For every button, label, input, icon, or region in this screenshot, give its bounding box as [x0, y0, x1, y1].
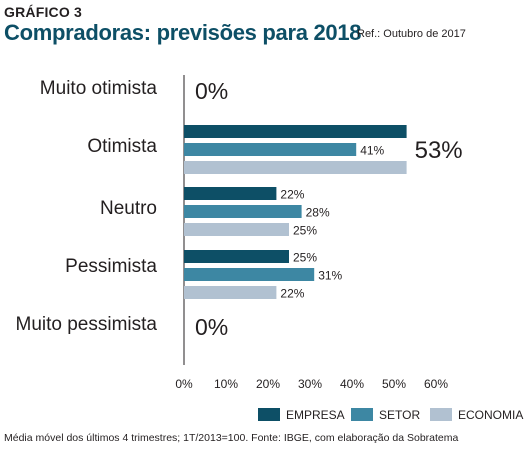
category-total-label-muito-otimista: 0%	[195, 78, 228, 104]
x-tick-label-30: 30%	[298, 377, 322, 391]
legend-swatch-economia	[430, 408, 452, 421]
category-label-neutro: Neutro	[100, 198, 157, 219]
legend-swatch-setor	[351, 408, 373, 421]
legend-swatch-empresa	[258, 408, 280, 421]
x-tick-label-0: 0%	[175, 377, 193, 391]
bar-setor-otimista	[184, 143, 357, 156]
category-total-label-muito-pessimista: 0%	[195, 314, 228, 340]
chart-title: Compradoras: previsões para 2018	[4, 20, 362, 45]
chart-area: Muito otimista Otimista Neutro Pessimista Mu…	[16, 75, 523, 422]
bar-empresa-otimista	[184, 125, 407, 138]
data-label-economia-neutro: 25%	[293, 224, 317, 238]
data-label-empresa-neutro: 22%	[280, 188, 304, 202]
bar-economia-pessimista	[184, 286, 277, 299]
bar-empresa-neutro	[184, 187, 277, 200]
data-label-setor-neutro: 28%	[306, 206, 330, 220]
legend-label-empresa: EMPRESA	[286, 408, 345, 422]
data-label-setor-otimista: 41%	[360, 144, 384, 158]
legend-label-economia: ECONOMIA	[458, 408, 523, 422]
x-tick-label-20: 20%	[256, 377, 280, 391]
category-label-muito-pessimista: Muito pessimista	[16, 314, 158, 335]
x-tick-label-40: 40%	[340, 377, 364, 391]
x-tick-label-60: 60%	[424, 377, 448, 391]
source-note: Média móvel dos últimos 4 trimestres; 1T…	[4, 432, 459, 444]
data-label-empresa-pessimista: 25%	[293, 251, 317, 265]
category-label-muito-otimista: Muito otimista	[40, 78, 158, 99]
legend-label-setor: SETOR	[379, 408, 420, 422]
bar-economia-neutro	[184, 223, 289, 236]
bar-economia-otimista	[184, 161, 407, 174]
bar-setor-neutro	[184, 205, 302, 218]
data-label-economia-pessimista: 22%	[280, 287, 304, 301]
bar-empresa-pessimista	[184, 250, 289, 263]
bar-setor-pessimista	[184, 268, 315, 281]
x-tick-label-10: 10%	[214, 377, 238, 391]
data-label-setor-pessimista: 31%	[318, 269, 342, 283]
chart-kicker: GRÁFICO 3	[4, 4, 83, 20]
category-label-pessimista: Pessimista	[65, 256, 157, 277]
category-label-otimista: Otimista	[87, 136, 157, 157]
category-total-label-otimista: 53%	[415, 137, 463, 164]
x-tick-label-50: 50%	[382, 377, 406, 391]
reference-date: Ref.: Outubro de 2017	[357, 28, 466, 40]
